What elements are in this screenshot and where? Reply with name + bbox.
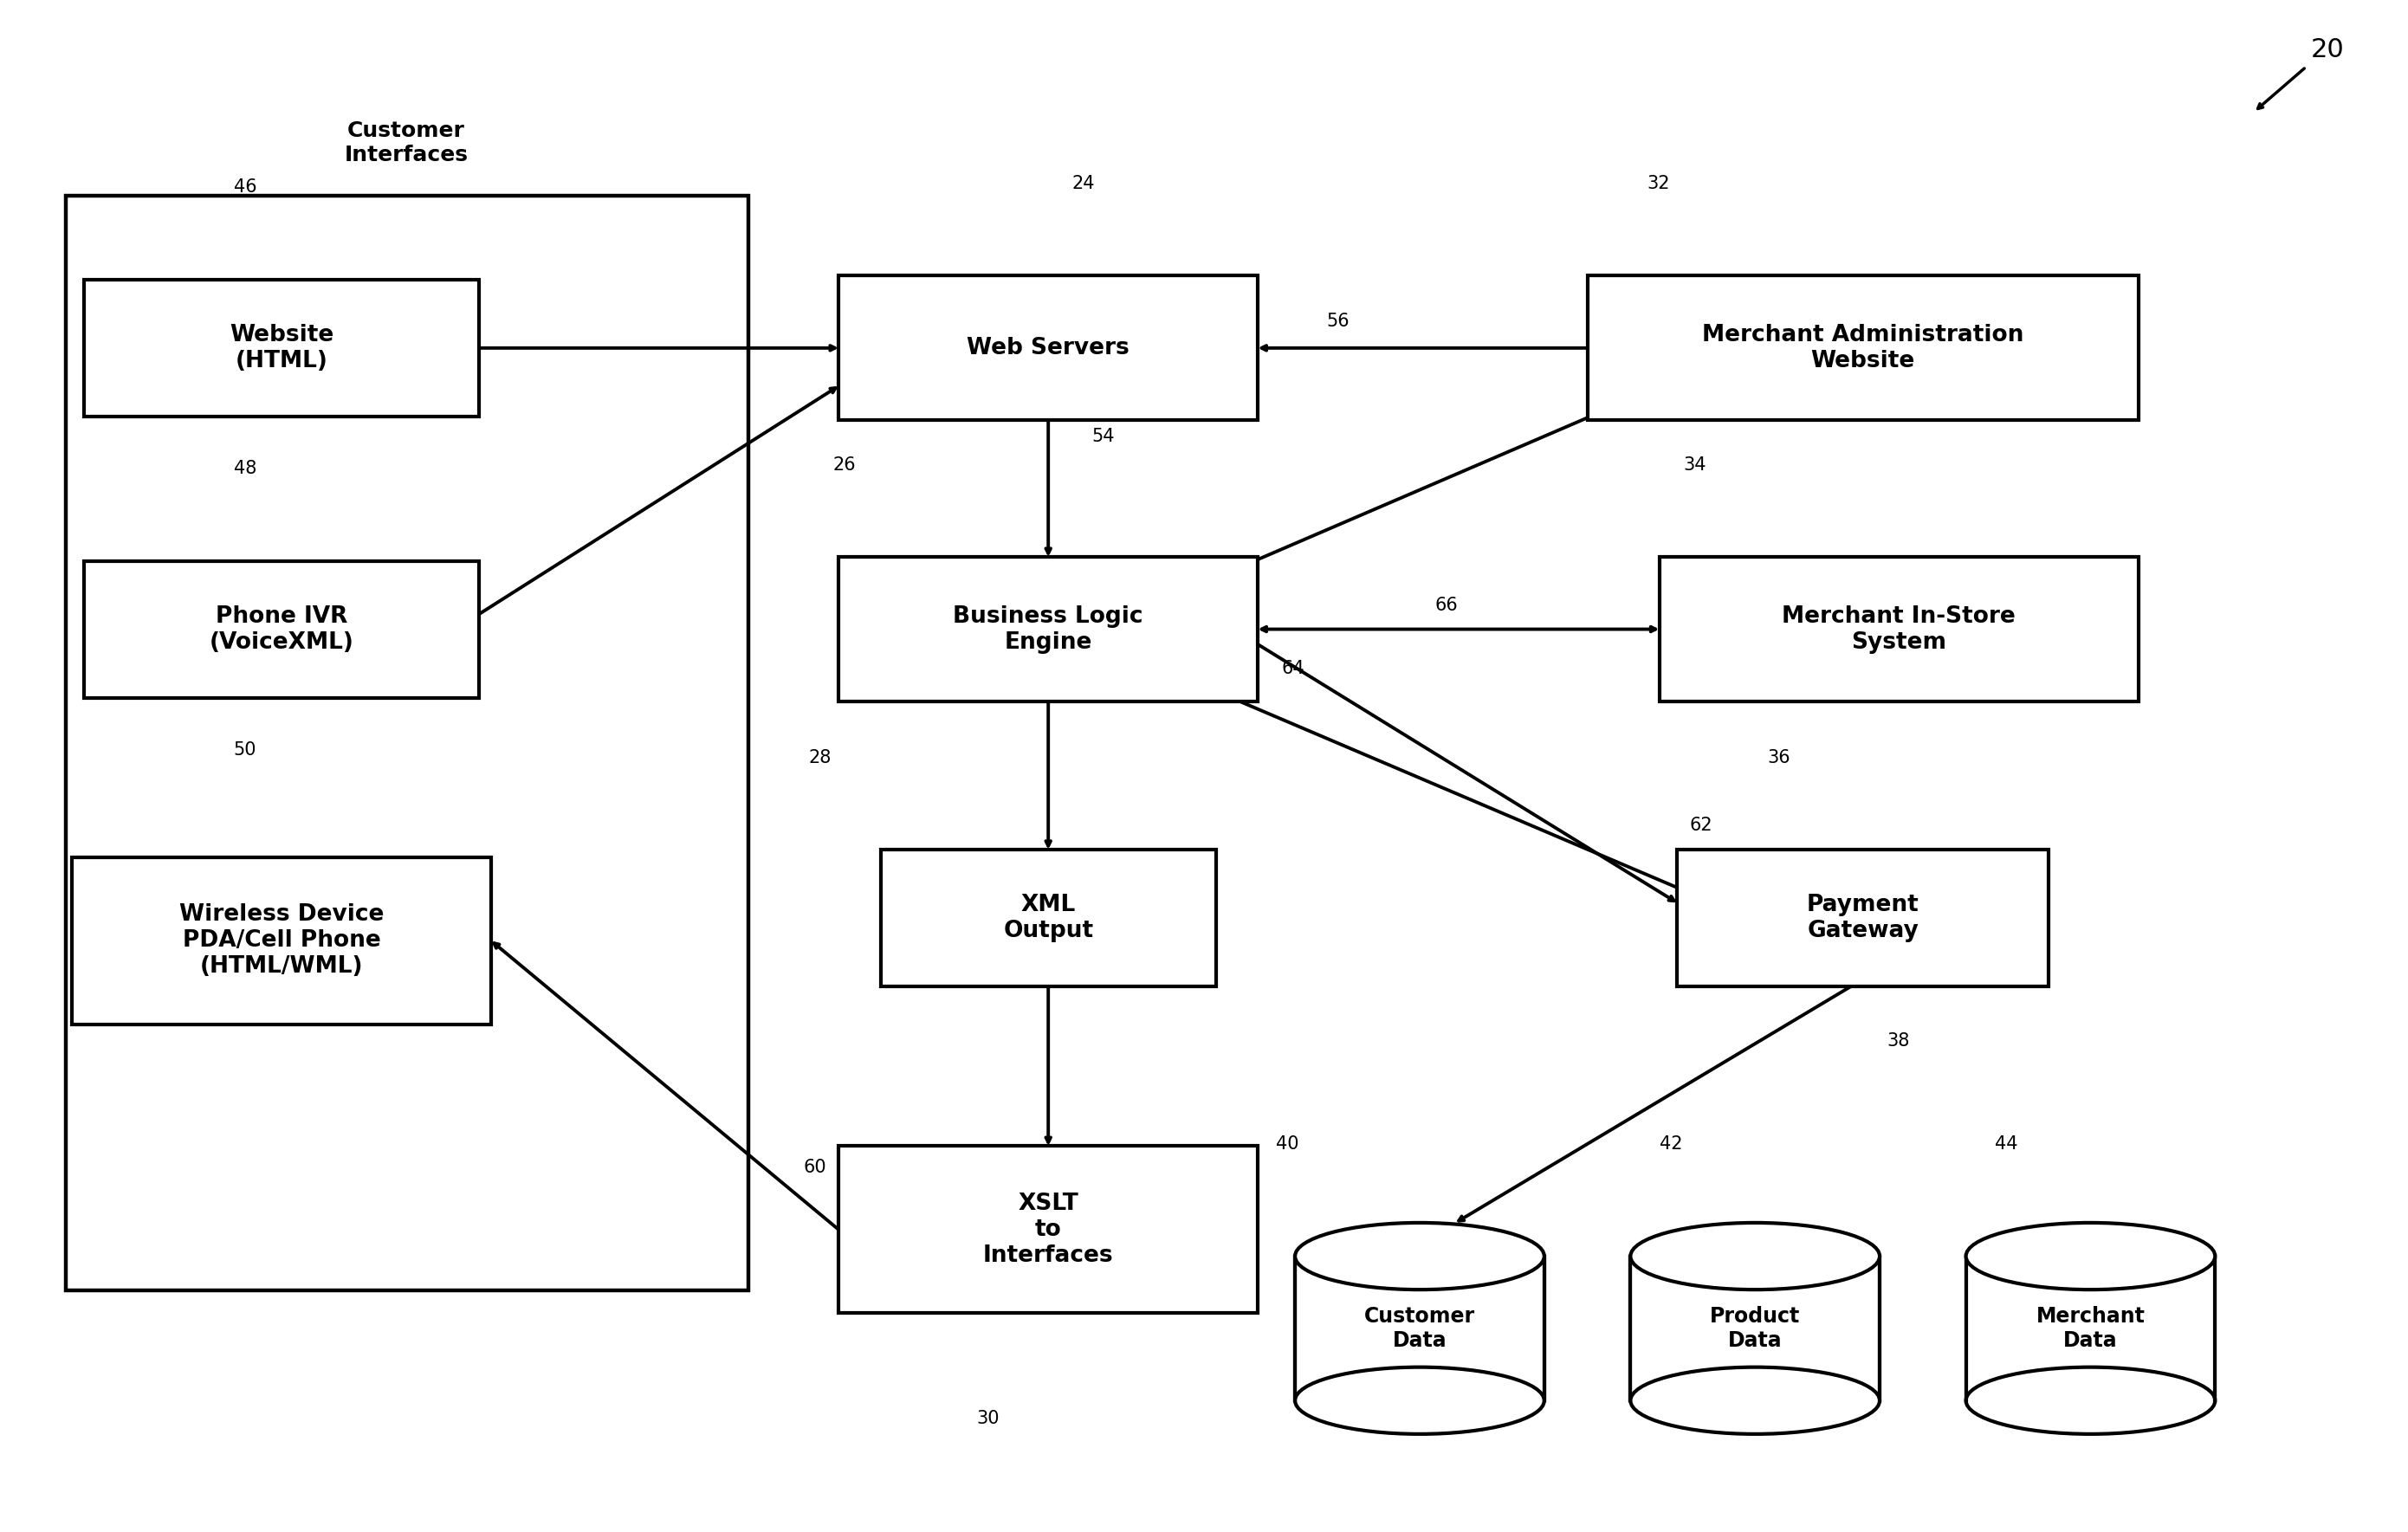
FancyBboxPatch shape — [1678, 850, 2049, 987]
Text: 44: 44 — [1994, 1135, 2018, 1154]
FancyBboxPatch shape — [1587, 276, 2138, 420]
Text: 48: 48 — [234, 460, 258, 476]
Text: 54: 54 — [1091, 427, 1115, 446]
Text: 30: 30 — [975, 1409, 999, 1428]
Ellipse shape — [1630, 1367, 1881, 1434]
Text: 26: 26 — [833, 457, 855, 473]
FancyBboxPatch shape — [1298, 1256, 1541, 1400]
Text: Customer
Data: Customer Data — [1365, 1305, 1476, 1351]
Text: Product
Data: Product Data — [1710, 1305, 1801, 1351]
Text: 34: 34 — [1683, 457, 1707, 473]
Text: Customer
Interfaces: Customer Interfaces — [344, 121, 467, 165]
FancyBboxPatch shape — [838, 276, 1257, 420]
Text: Merchant
Data: Merchant Data — [2037, 1305, 2146, 1351]
Text: Business Logic
Engine: Business Logic Engine — [954, 605, 1144, 654]
Text: 24: 24 — [1072, 175, 1096, 192]
FancyBboxPatch shape — [65, 196, 749, 1290]
Ellipse shape — [1965, 1223, 2215, 1290]
Text: 40: 40 — [1276, 1135, 1298, 1154]
FancyBboxPatch shape — [838, 558, 1257, 702]
Text: 32: 32 — [1647, 175, 1671, 192]
FancyBboxPatch shape — [1633, 1256, 1878, 1400]
FancyBboxPatch shape — [1967, 1256, 2213, 1400]
FancyBboxPatch shape — [84, 280, 479, 417]
Text: Wireless Device
PDA/Cell Phone
(HTML/WML): Wireless Device PDA/Cell Phone (HTML/WML… — [178, 904, 383, 977]
Text: 36: 36 — [1767, 749, 1789, 766]
Text: 66: 66 — [1435, 596, 1457, 614]
Text: 64: 64 — [1281, 660, 1305, 677]
Text: 50: 50 — [234, 741, 258, 758]
FancyBboxPatch shape — [84, 561, 479, 697]
Text: XSLT
to
Interfaces: XSLT to Interfaces — [982, 1192, 1112, 1267]
Text: Web Servers: Web Servers — [968, 337, 1129, 360]
Text: 46: 46 — [234, 179, 258, 196]
FancyBboxPatch shape — [838, 1146, 1257, 1313]
FancyBboxPatch shape — [881, 850, 1216, 987]
Text: 62: 62 — [1688, 817, 1712, 835]
Text: Phone IVR
(VoiceXML): Phone IVR (VoiceXML) — [209, 605, 354, 654]
Text: 28: 28 — [809, 749, 831, 766]
Text: Merchant In-Store
System: Merchant In-Store System — [1782, 605, 2015, 654]
Text: 56: 56 — [1327, 313, 1351, 329]
Text: 20: 20 — [2312, 37, 2345, 63]
Ellipse shape — [1296, 1367, 1544, 1434]
FancyBboxPatch shape — [72, 858, 491, 1025]
Ellipse shape — [1965, 1367, 2215, 1434]
Ellipse shape — [1296, 1223, 1544, 1290]
Text: 42: 42 — [1659, 1135, 1683, 1154]
Text: Merchant Administration
Website: Merchant Administration Website — [1702, 323, 2023, 372]
Ellipse shape — [1630, 1223, 1881, 1290]
Text: XML
Output: XML Output — [1004, 893, 1093, 942]
FancyBboxPatch shape — [1659, 558, 2138, 702]
Text: 38: 38 — [1888, 1033, 1910, 1049]
Text: 60: 60 — [804, 1160, 826, 1177]
Text: Payment
Gateway: Payment Gateway — [1806, 893, 1919, 942]
Text: Website
(HTML): Website (HTML) — [229, 323, 335, 372]
